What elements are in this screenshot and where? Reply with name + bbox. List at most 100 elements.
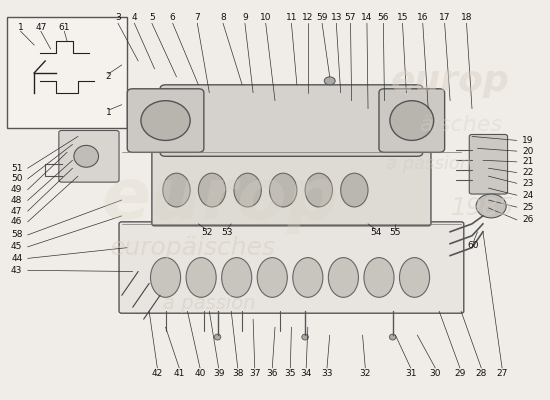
Text: 5: 5 <box>149 13 155 22</box>
Ellipse shape <box>305 173 332 207</box>
Text: 14: 14 <box>361 13 372 22</box>
Text: 60: 60 <box>468 241 479 250</box>
Ellipse shape <box>293 258 323 297</box>
Text: 47: 47 <box>11 207 23 216</box>
Text: 25: 25 <box>522 203 533 212</box>
Ellipse shape <box>214 334 221 340</box>
Text: 49: 49 <box>11 185 23 194</box>
Text: 39: 39 <box>213 370 224 378</box>
Text: 55: 55 <box>389 228 401 237</box>
Ellipse shape <box>234 173 261 207</box>
Ellipse shape <box>364 258 394 297</box>
Bar <box>7 17 127 128</box>
Ellipse shape <box>399 258 430 297</box>
FancyBboxPatch shape <box>379 89 444 152</box>
Text: 1985: 1985 <box>451 196 515 220</box>
Text: 52: 52 <box>201 228 212 237</box>
Text: 47: 47 <box>35 23 47 32</box>
Text: 43: 43 <box>11 266 23 275</box>
Ellipse shape <box>222 258 252 297</box>
Text: 44: 44 <box>11 254 23 263</box>
Text: 33: 33 <box>321 370 333 378</box>
Text: 37: 37 <box>249 370 261 378</box>
Text: 50: 50 <box>11 174 23 184</box>
Text: 28: 28 <box>476 370 487 378</box>
Text: 23: 23 <box>522 179 533 188</box>
Ellipse shape <box>476 194 506 218</box>
Ellipse shape <box>270 173 297 207</box>
Text: 11: 11 <box>285 13 297 22</box>
FancyBboxPatch shape <box>152 150 431 226</box>
Text: 38: 38 <box>232 370 244 378</box>
Text: 8: 8 <box>220 13 226 22</box>
FancyBboxPatch shape <box>469 134 508 194</box>
Text: 51: 51 <box>11 164 23 173</box>
Text: 6: 6 <box>170 13 175 22</box>
Text: 42: 42 <box>152 370 163 378</box>
Text: 18: 18 <box>461 13 472 22</box>
Text: 12: 12 <box>302 13 314 22</box>
Text: äisches: äisches <box>420 114 503 134</box>
Text: 17: 17 <box>439 13 450 22</box>
Text: 7: 7 <box>194 13 200 22</box>
Text: 4: 4 <box>131 13 137 22</box>
Text: 61: 61 <box>58 23 70 32</box>
Text: 54: 54 <box>371 228 382 237</box>
FancyBboxPatch shape <box>59 130 119 182</box>
Text: 21: 21 <box>522 157 533 166</box>
Text: 58: 58 <box>11 230 23 240</box>
Text: 46: 46 <box>11 217 23 226</box>
Text: 13: 13 <box>331 13 342 22</box>
Text: 1: 1 <box>18 23 24 32</box>
Text: 57: 57 <box>345 13 356 22</box>
Text: 30: 30 <box>430 370 441 378</box>
Text: 1: 1 <box>106 108 112 117</box>
Text: 41: 41 <box>174 370 185 378</box>
Ellipse shape <box>328 258 359 297</box>
Text: 56: 56 <box>378 13 389 22</box>
Text: 3: 3 <box>115 13 121 22</box>
FancyBboxPatch shape <box>160 85 423 156</box>
Text: 24: 24 <box>522 191 533 200</box>
Text: 48: 48 <box>11 196 23 205</box>
Text: 34: 34 <box>300 370 312 378</box>
Text: 35: 35 <box>284 370 296 378</box>
Text: europ: europ <box>390 64 509 98</box>
Text: 10: 10 <box>260 13 272 22</box>
Text: 22: 22 <box>522 168 533 177</box>
Text: 45: 45 <box>11 242 23 251</box>
Ellipse shape <box>186 258 216 297</box>
Text: 59: 59 <box>316 13 328 22</box>
FancyBboxPatch shape <box>127 89 204 152</box>
Ellipse shape <box>199 173 225 207</box>
Text: 29: 29 <box>454 370 466 378</box>
Text: 15: 15 <box>397 13 408 22</box>
Text: 31: 31 <box>405 370 416 378</box>
Text: 32: 32 <box>360 370 371 378</box>
Ellipse shape <box>257 258 287 297</box>
Text: europ: europ <box>102 166 339 234</box>
Text: 20: 20 <box>522 147 533 156</box>
Text: 36: 36 <box>267 370 278 378</box>
Ellipse shape <box>302 334 309 340</box>
Ellipse shape <box>390 101 434 140</box>
Text: 2: 2 <box>105 72 111 81</box>
Text: 16: 16 <box>417 13 428 22</box>
Ellipse shape <box>151 258 180 297</box>
Text: a passion: a passion <box>386 155 471 173</box>
Ellipse shape <box>141 101 190 140</box>
Ellipse shape <box>340 173 368 207</box>
Text: 26: 26 <box>522 215 533 224</box>
Ellipse shape <box>389 334 396 340</box>
Text: 40: 40 <box>194 370 206 378</box>
Ellipse shape <box>74 145 98 167</box>
Ellipse shape <box>324 77 335 85</box>
Text: 53: 53 <box>221 228 233 237</box>
Text: 19: 19 <box>522 136 533 145</box>
Text: 9: 9 <box>242 13 248 22</box>
Text: europäisches: europäisches <box>110 236 276 260</box>
Text: 27: 27 <box>497 370 508 378</box>
FancyBboxPatch shape <box>119 222 464 313</box>
Ellipse shape <box>163 173 190 207</box>
Text: a passion: a passion <box>163 294 256 313</box>
